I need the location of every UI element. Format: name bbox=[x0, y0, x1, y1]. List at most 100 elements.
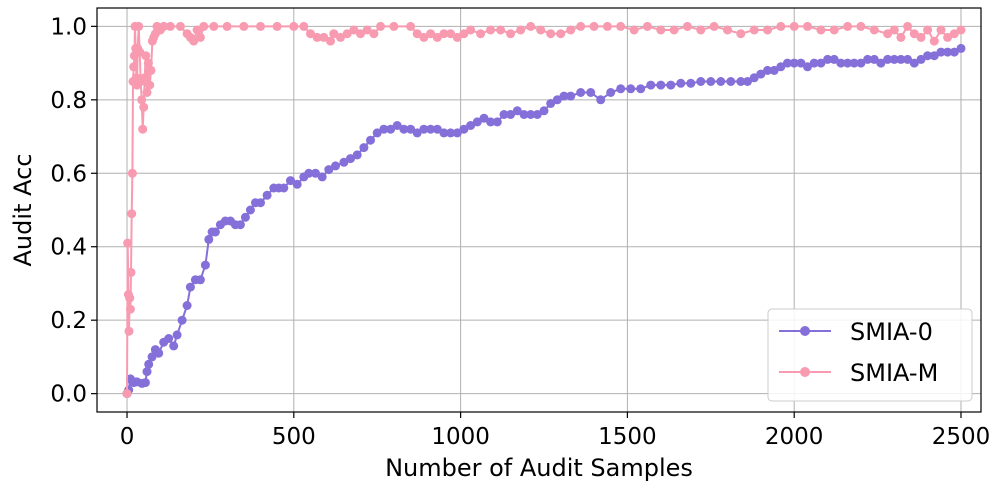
data-point-smia-m bbox=[629, 25, 639, 35]
data-point-smia-0 bbox=[154, 348, 164, 358]
data-point-smia-m bbox=[869, 25, 879, 35]
data-point-smia-0 bbox=[262, 190, 272, 200]
data-point-smia-m bbox=[199, 21, 209, 31]
data-point-smia-m bbox=[669, 25, 679, 35]
data-point-smia-0 bbox=[903, 54, 913, 64]
data-point-smia-m bbox=[256, 21, 265, 31]
y-tick-label: 0.6 bbox=[50, 161, 87, 187]
data-point-smia-m bbox=[125, 293, 135, 303]
data-point-smia-0 bbox=[499, 110, 509, 119]
legend-entry-smia-0: SMIA-0 bbox=[779, 318, 933, 346]
data-point-smia-0 bbox=[399, 124, 409, 134]
data-point-smia-m bbox=[209, 21, 219, 31]
data-point-smia-m bbox=[576, 21, 586, 31]
data-point-smia-0 bbox=[606, 88, 616, 97]
data-point-smia-0 bbox=[676, 78, 686, 88]
data-point-smia-0 bbox=[716, 77, 726, 86]
data-point-smia-0 bbox=[836, 58, 846, 68]
data-point-smia-m bbox=[336, 32, 345, 42]
data-point-smia-m bbox=[419, 32, 429, 42]
data-point-smia-0 bbox=[182, 301, 192, 310]
data-point-smia-m bbox=[916, 32, 926, 42]
data-point-smia-m bbox=[138, 124, 148, 134]
data-point-smia-0 bbox=[796, 58, 806, 68]
x-tick-label: 500 bbox=[272, 424, 316, 450]
data-point-smia-m bbox=[389, 21, 399, 31]
data-point-smia-m bbox=[656, 25, 666, 35]
data-point-smia-0 bbox=[279, 183, 289, 193]
data-point-smia-m bbox=[556, 29, 566, 39]
data-point-smia-0 bbox=[559, 91, 569, 101]
data-point-smia-0 bbox=[210, 227, 220, 237]
data-point-smia-0 bbox=[379, 124, 389, 134]
y-axis-label: Audit Acc bbox=[9, 154, 37, 267]
data-point-smia-0 bbox=[843, 58, 853, 68]
data-point-smia-0 bbox=[406, 124, 416, 134]
legend: SMIA-0 SMIA-M bbox=[767, 308, 973, 402]
data-point-smia-0 bbox=[916, 54, 926, 64]
data-point-smia-m bbox=[709, 21, 719, 31]
data-point-smia-m bbox=[439, 29, 449, 39]
legend-marker-smia-m bbox=[800, 367, 810, 377]
series-smia-m bbox=[122, 21, 966, 399]
data-point-smia-m bbox=[306, 29, 315, 39]
data-point-smia-0 bbox=[386, 124, 396, 134]
data-point-smia-m bbox=[159, 21, 169, 31]
data-point-smia-0 bbox=[956, 43, 966, 53]
plot-frame bbox=[96, 7, 982, 413]
legend-marker-smia-0 bbox=[800, 326, 810, 336]
data-point-smia-m bbox=[896, 32, 906, 42]
data-point-smia-m bbox=[889, 25, 899, 35]
data-point-smia-m bbox=[566, 25, 576, 35]
data-point-smia-0 bbox=[546, 99, 556, 108]
data-point-smia-0 bbox=[144, 359, 154, 369]
data-point-smia-0 bbox=[706, 77, 716, 86]
data-point-smia-m bbox=[175, 21, 185, 31]
data-point-smia-m bbox=[459, 29, 469, 39]
y-tick-label: 0.8 bbox=[50, 88, 87, 114]
data-point-smia-0 bbox=[743, 77, 752, 86]
x-tick-label: 0 bbox=[120, 424, 135, 450]
data-point-smia-m bbox=[536, 25, 546, 35]
data-point-smia-m bbox=[829, 25, 839, 35]
x-tick-label: 1000 bbox=[431, 424, 490, 450]
y-tick-label: 0.2 bbox=[50, 308, 87, 334]
data-point-smia-0 bbox=[726, 77, 736, 86]
data-point-smia-m bbox=[143, 58, 153, 68]
data-point-smia-m bbox=[124, 326, 134, 336]
data-point-smia-m bbox=[903, 21, 913, 31]
data-point-smia-0 bbox=[439, 128, 449, 138]
data-point-smia-m bbox=[883, 29, 893, 39]
data-point-smia-0 bbox=[829, 54, 839, 64]
tick-layer: 0 500 1000 1500 2000 2500 0.0 0.2 0.4 0.6 0.8 1.0 bbox=[50, 14, 990, 450]
data-point-smia-m bbox=[682, 21, 692, 31]
data-point-smia-0 bbox=[324, 165, 334, 175]
data-point-smia-m bbox=[362, 25, 372, 35]
data-point-smia-0 bbox=[331, 161, 340, 171]
data-point-smia-m bbox=[816, 25, 826, 35]
data-point-smia-m bbox=[349, 25, 359, 35]
data-point-smia-0 bbox=[352, 150, 362, 160]
data-point-smia-0 bbox=[816, 58, 826, 68]
data-point-smia-0 bbox=[240, 212, 250, 222]
data-point-smia-m bbox=[222, 21, 232, 31]
data-point-smia-m bbox=[319, 32, 329, 42]
data-point-smia-0 bbox=[245, 205, 255, 215]
data-point-smia-0 bbox=[756, 69, 766, 79]
x-axis-label: Number of Audit Samples bbox=[385, 454, 693, 482]
data-point-smia-m bbox=[369, 29, 379, 39]
data-point-smia-0 bbox=[286, 176, 295, 186]
data-point-smia-m bbox=[432, 32, 442, 42]
data-point-smia-m bbox=[139, 102, 149, 112]
data-point-smia-m bbox=[803, 21, 812, 31]
data-point-smia-0 bbox=[896, 54, 906, 64]
data-point-smia-0 bbox=[566, 91, 576, 101]
data-point-smia-m bbox=[763, 25, 772, 35]
data-point-smia-0 bbox=[849, 58, 859, 68]
data-point-smia-0 bbox=[304, 168, 314, 178]
x-tick-label: 2000 bbox=[765, 424, 824, 450]
data-point-smia-m bbox=[145, 80, 155, 90]
data-point-smia-0 bbox=[169, 341, 179, 351]
